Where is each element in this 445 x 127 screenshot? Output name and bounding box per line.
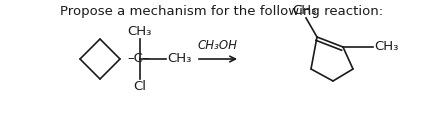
Text: Cl: Cl xyxy=(134,80,146,93)
Text: CH₃: CH₃ xyxy=(292,4,316,17)
Text: CH₃: CH₃ xyxy=(167,52,191,66)
Text: CH₃OH: CH₃OH xyxy=(198,39,238,52)
Text: CH₃: CH₃ xyxy=(374,41,398,53)
Text: –C–: –C– xyxy=(128,52,150,66)
Text: CH₃: CH₃ xyxy=(127,25,151,38)
Text: Propose a mechanism for the following reaction:: Propose a mechanism for the following re… xyxy=(61,5,384,18)
